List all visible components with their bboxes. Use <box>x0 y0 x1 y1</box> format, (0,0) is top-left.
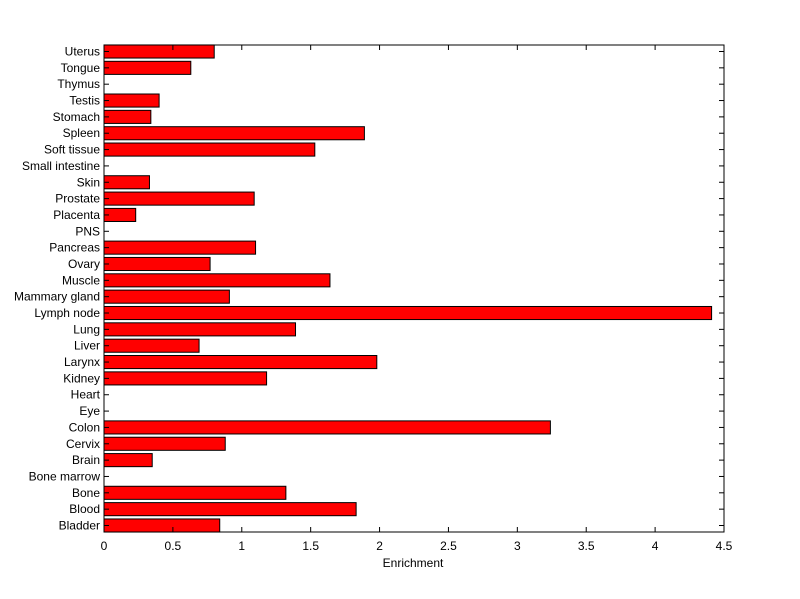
x-tick-label: 1.5 <box>302 539 319 553</box>
bar-brain <box>103 453 153 468</box>
bar-kidney <box>103 371 268 386</box>
x-tick-label: 0.5 <box>165 539 182 553</box>
y-tick-label: PNS <box>75 224 100 238</box>
y-tick-label: Soft tissue <box>44 143 100 157</box>
bar-testis <box>103 93 160 108</box>
y-tick-label: Bone marrow <box>29 469 101 483</box>
bar-lymph-node <box>103 305 713 321</box>
bar-skin <box>103 175 150 190</box>
y-tick-label: Kidney <box>63 371 100 385</box>
y-tick-label: Muscle <box>62 273 100 287</box>
bar-ovary <box>103 256 211 272</box>
y-tick-label: Skin <box>77 175 100 189</box>
bar-bladder <box>103 518 221 533</box>
bar-stomach <box>103 109 152 124</box>
bar-cervix <box>103 436 226 451</box>
x-tick-label: 2.5 <box>440 539 457 553</box>
y-tick-label: Uterus <box>65 45 100 59</box>
y-tick-label: Bone <box>72 486 100 500</box>
x-tick-label: 1 <box>238 539 245 553</box>
y-axis: Bladder Blood Bone Bone marrow Brain Cervix Co… <box>14 45 724 533</box>
bar-lung <box>103 322 297 337</box>
x-tick-label: 3.5 <box>578 539 595 553</box>
y-tick-label: Bladder <box>59 519 100 533</box>
y-tick-label: Placenta <box>53 208 100 222</box>
y-tick-label: Liver <box>74 339 100 353</box>
y-tick-label: Thymus <box>57 77 100 91</box>
x-tick-label: 2 <box>376 539 383 553</box>
y-tick-label: Tongue <box>61 61 101 75</box>
bar-larynx <box>103 355 378 370</box>
y-tick-label: Colon <box>69 420 100 434</box>
bars-group <box>103 44 713 533</box>
y-tick-label: Ovary <box>68 257 100 271</box>
bar-colon <box>103 420 551 435</box>
bar-tongue <box>103 60 192 75</box>
bar-pancreas <box>103 240 257 255</box>
x-tick-label: 0 <box>101 539 108 553</box>
y-tick-label: Blood <box>69 502 100 516</box>
y-tick-label: Lung <box>73 322 100 336</box>
y-tick-label: Pancreas <box>49 241 100 255</box>
bar-mammary-gland <box>103 289 230 304</box>
x-axis: 0 0.5 1 1.5 2 2.5 3 3.5 4 4.5 <box>101 45 733 553</box>
bar-prostate <box>103 191 255 206</box>
x-tick-label: 4.5 <box>716 539 733 553</box>
y-tick-label: Cervix <box>66 437 100 451</box>
y-tick-label: Larynx <box>64 355 100 369</box>
y-tick-label: Brain <box>72 453 100 467</box>
bar-muscle <box>103 273 331 288</box>
x-tick-label: 3 <box>514 539 521 553</box>
y-tick-label: Prostate <box>55 192 100 206</box>
bar-spleen <box>103 126 365 141</box>
bar-soft-tissue <box>103 142 316 157</box>
bar-uterus <box>103 44 215 59</box>
bar-blood <box>103 502 357 517</box>
y-tick-label: Lymph node <box>34 306 100 320</box>
y-tick-label: Mammary gland <box>14 290 100 304</box>
y-tick-label: Heart <box>71 388 101 402</box>
plot-area-frame <box>103 44 725 533</box>
y-tick-label: Testis <box>69 94 100 108</box>
y-tick-label: Stomach <box>53 110 100 124</box>
y-tick-label: Eye <box>79 404 100 418</box>
bar-bone <box>103 485 287 500</box>
y-tick-label: Small intestine <box>22 159 100 173</box>
x-tick-label: 4 <box>652 539 659 553</box>
bar-liver <box>103 338 200 353</box>
x-axis-label: Enrichment <box>383 556 444 570</box>
y-tick-label: Spleen <box>63 126 100 140</box>
